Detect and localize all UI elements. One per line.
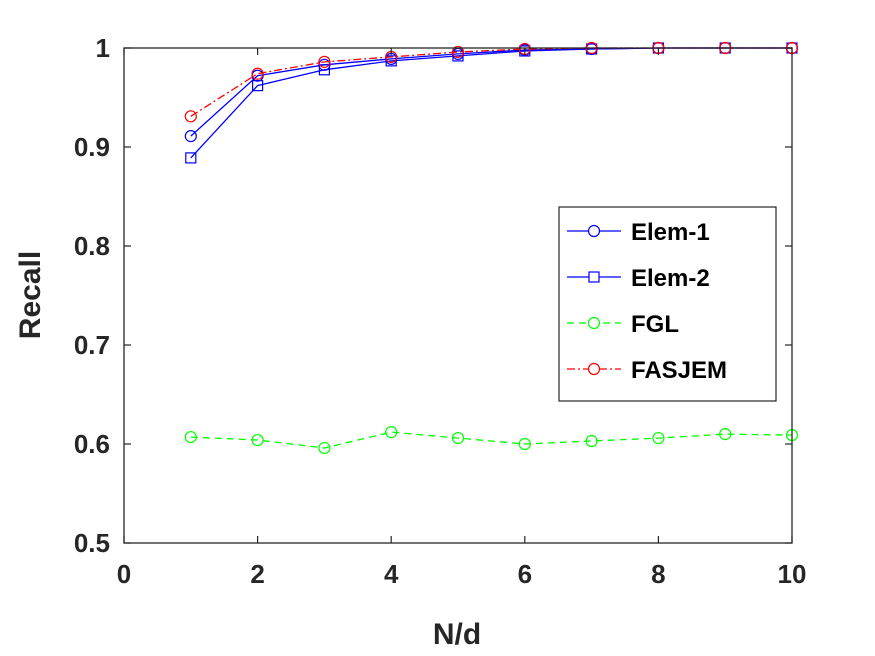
- data-point-elem-2: [252, 80, 264, 92]
- x-tick-label: 4: [384, 559, 399, 589]
- data-point-fgl: [251, 433, 264, 447]
- data-point-fgl: [318, 441, 331, 455]
- axes-box: [123, 47, 793, 544]
- legend-marker-fasjem: [587, 362, 601, 376]
- y-tick-label: 0.6: [74, 429, 110, 459]
- legend-marker-elem-2: [588, 271, 600, 283]
- x-tick-label: 2: [250, 559, 264, 589]
- data-point-fgl: [385, 426, 398, 439]
- data-point-fasjem: [251, 67, 264, 80]
- data-point-fgl: [451, 431, 465, 445]
- y-tick-label: 0.8: [74, 231, 110, 261]
- legend-marker-fgl: [587, 316, 601, 330]
- data-point-fasjem: [318, 55, 331, 68]
- x-tick-label: 10: [778, 559, 807, 589]
- x-tick-label: 8: [651, 559, 665, 589]
- series-line-fgl: [190, 431, 793, 449]
- data-point-elem-2: [452, 50, 464, 62]
- data-point-elem-2: [385, 55, 397, 67]
- legend-label-elem-2: Elem-2: [631, 265, 710, 292]
- legend-label-fasjem: FASJEM: [631, 357, 727, 384]
- data-point-fgl: [518, 437, 531, 451]
- data-point-fgl: [719, 428, 732, 441]
- data-point-elem-2: [318, 64, 330, 76]
- data-point-fgl: [652, 431, 665, 445]
- data-point-fasjem: [184, 110, 197, 123]
- x-axis-title: N/d: [433, 618, 481, 651]
- y-tick-label: 1: [96, 33, 110, 63]
- axes: 0 2 4 6 8 10 0.5 0.6 0.7 0.8 0.9 1: [74, 33, 807, 589]
- legend-label-elem-1: Elem-1: [631, 219, 710, 246]
- y-tick-label: 0.9: [74, 132, 110, 162]
- x-tick-label: 0: [117, 559, 131, 589]
- data-point-elem-1: [184, 130, 197, 143]
- data-point-elem-2: [185, 152, 197, 164]
- data-point-fgl: [184, 430, 197, 444]
- data-point-fgl: [585, 434, 598, 448]
- data-point-fasjem: [451, 45, 465, 59]
- x-tick-label: 6: [518, 559, 532, 589]
- y-tick-label: 0.5: [74, 528, 110, 558]
- legend-label-fgl: FGL: [631, 311, 679, 338]
- legend-marker-elem-1: [587, 224, 601, 238]
- y-axis-title: Recall: [14, 251, 47, 339]
- y-tick-label: 0.7: [74, 330, 110, 360]
- legend: Elem-1 Elem-2 FGL FASJEM: [558, 206, 777, 402]
